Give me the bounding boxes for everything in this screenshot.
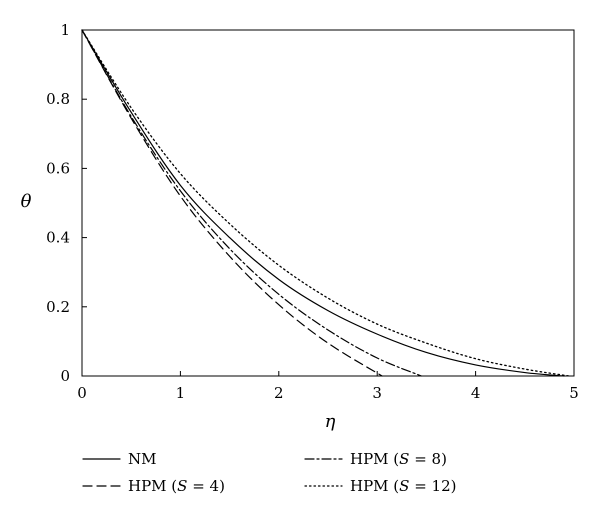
legend-label-part: = 12)	[409, 477, 456, 495]
x-tick-label: 5	[569, 384, 579, 402]
x-tick-label: 3	[372, 384, 382, 402]
y-tick-label: 1	[60, 21, 70, 39]
legend-label-hpm-s-12: HPM (S = 12)	[350, 477, 456, 495]
x-tick-label: 0	[77, 384, 87, 402]
legend-label-part: NM	[128, 450, 156, 468]
y-tick-label: 0.8	[46, 90, 70, 108]
legend-label-part: HPM (	[350, 477, 399, 495]
y-tick-label: 0.6	[46, 159, 70, 177]
legend-label-part: HPM (	[350, 450, 399, 468]
y-tick-label: 0	[60, 367, 70, 385]
y-tick-label: 0.4	[46, 229, 70, 247]
legend-label-variable: S	[177, 477, 187, 495]
series-layer	[81, 29, 570, 377]
plot-border	[81, 29, 575, 377]
legend-label-part: HPM (	[128, 477, 177, 495]
legend-label-variable: S	[399, 450, 409, 468]
legend-label-nm: NM	[128, 450, 156, 468]
legend-label-part: = 8)	[409, 450, 447, 468]
x-axis-title: η	[325, 411, 336, 432]
ticks-layer: 0 1 2 3 4 5 0 0.2 0.4 0.6 0.8 1	[46, 21, 579, 402]
x-tick-label: 1	[176, 384, 186, 402]
y-axis-title: θ	[21, 191, 32, 212]
y-tick-label: 0.2	[46, 298, 70, 316]
legend-label-part: = 4)	[187, 477, 225, 495]
series-line-hpm-s-8	[81, 29, 423, 377]
series-line-nm	[81, 29, 565, 377]
legend-label-hpm-s-4: HPM (S = 4)	[128, 477, 225, 495]
x-tick-label: 2	[274, 384, 284, 402]
plot-frame	[81, 29, 575, 377]
legend-label-variable: S	[399, 477, 409, 495]
legend-label-hpm-s-8: HPM (S = 8)	[350, 450, 447, 468]
series-line-hpm-s-12	[81, 29, 570, 377]
x-tick-label: 4	[471, 384, 481, 402]
series-line-hpm-s-4	[81, 29, 383, 377]
